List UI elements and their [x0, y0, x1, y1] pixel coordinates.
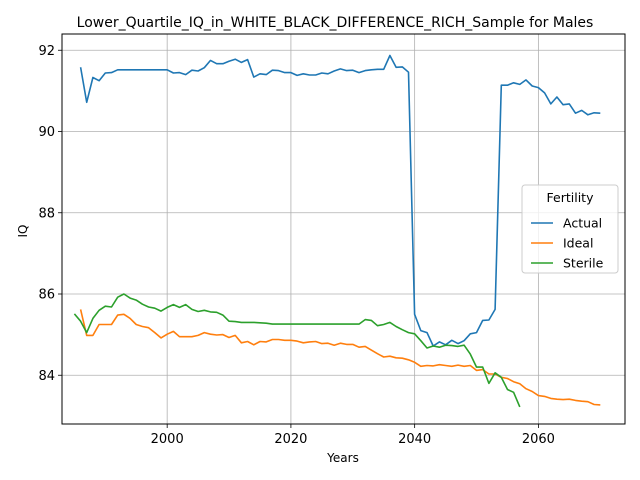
y-tick-label: 88	[38, 206, 55, 221]
y-tick-label: 84	[38, 369, 55, 384]
series-lines	[73, 54, 601, 408]
legend-entry-sterile: Sterile	[563, 256, 604, 271]
legend-title: Fertility	[547, 190, 595, 205]
y-axis-label: IQ	[16, 225, 30, 238]
x-tick-label: 2040	[398, 432, 431, 447]
y-tick-label: 92	[38, 44, 55, 59]
x-tick-label: 2020	[274, 432, 307, 447]
chart-title: Lower_Quartile_IQ_in_WHITE_BLACK_DIFFERE…	[77, 15, 594, 31]
series-line-sterile	[73, 293, 521, 408]
y-tick-label: 86	[38, 288, 55, 303]
series-line-actual	[79, 54, 601, 347]
x-tick-label: 2060	[522, 432, 555, 447]
x-tick-label: 2000	[151, 432, 184, 447]
series-line-ideal	[79, 309, 601, 406]
legend-entry-ideal: Ideal	[563, 236, 593, 251]
x-axis-ticks: 2000 2020 2040 2060	[151, 424, 555, 447]
plot-frame	[61, 33, 626, 425]
y-tick-label: 90	[38, 125, 55, 140]
legend-box	[521, 184, 619, 274]
y-axis-ticks: 84 86 88 90 92	[38, 44, 62, 384]
x-axis-label: Years	[326, 451, 359, 465]
legend: Fertility Actual Ideal Sterile	[521, 184, 619, 274]
legend-entry-actual: Actual	[563, 216, 602, 231]
